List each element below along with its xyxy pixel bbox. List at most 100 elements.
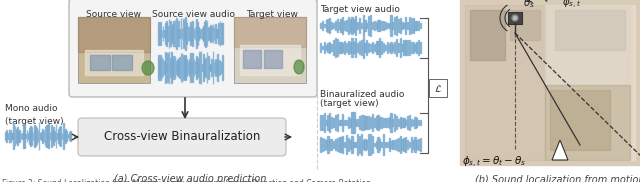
Bar [191,63,192,72]
FancyBboxPatch shape [69,0,317,97]
Bar [361,115,362,130]
Bar [264,50,282,68]
Bar [342,17,344,35]
Bar [378,20,379,31]
Bar [416,21,417,30]
Bar [385,118,386,127]
Bar [19,130,20,142]
Bar [337,114,338,131]
Bar [320,137,321,152]
Bar [184,27,185,40]
Bar [5,132,6,141]
Bar [364,116,365,129]
Bar [370,134,371,155]
Bar [398,119,399,126]
Bar [357,23,358,29]
Bar [218,23,220,44]
Bar [545,85,630,160]
Bar [405,120,406,125]
Bar [346,20,347,31]
Bar [370,44,371,51]
Bar [401,22,403,29]
Bar [405,40,406,55]
Bar [212,24,213,43]
Bar [176,18,177,49]
Bar [413,120,414,124]
Bar [349,140,351,149]
Bar [216,63,217,72]
Bar [394,140,396,149]
Bar [331,139,332,150]
Bar [337,138,338,151]
Bar [190,53,191,82]
Bar [47,125,48,147]
Bar [179,29,180,38]
Bar [361,134,362,155]
Text: Cross-view Binauralization: Cross-view Binauralization [104,130,260,143]
Bar [331,22,332,29]
Bar [203,26,204,41]
Bar [335,139,336,150]
Bar [243,50,261,68]
Bar [387,142,388,147]
Bar [240,45,300,75]
Bar [23,124,24,148]
Bar [407,116,408,129]
Bar [12,133,13,139]
Text: Target view: Target view [246,10,298,19]
Bar [204,22,205,45]
Bar [357,119,358,126]
Bar [198,27,199,40]
Bar [368,134,369,155]
Bar [161,30,163,37]
Bar [59,127,60,145]
Text: Target view audio: Target view audio [320,5,400,14]
Bar [173,56,174,79]
Bar [401,139,403,150]
Bar [333,118,334,127]
Bar [38,122,40,150]
Bar [349,42,351,53]
Bar [355,38,356,57]
Bar [209,65,210,70]
Bar [208,27,209,40]
FancyBboxPatch shape [508,12,522,24]
Bar [11,133,12,139]
Bar [340,137,342,152]
Bar [376,22,377,29]
Bar [370,117,371,128]
Bar [202,28,203,39]
Bar [186,59,188,76]
Bar [186,23,188,43]
Bar [381,117,382,128]
Bar [348,17,349,34]
Bar [322,138,323,151]
FancyBboxPatch shape [429,79,447,97]
Bar [420,138,421,151]
Bar [180,18,181,49]
Bar [24,124,25,148]
Bar [324,139,325,150]
Bar [335,38,336,57]
Text: Binauralized audio: Binauralized audio [320,90,404,99]
Bar [329,139,330,150]
Bar [355,142,356,147]
Bar [211,59,212,76]
Bar [8,129,10,143]
Bar [416,140,417,149]
Bar [193,60,195,76]
Polygon shape [552,140,568,160]
Bar [193,29,195,38]
Bar [403,23,404,28]
Bar [363,37,364,58]
Bar [465,5,545,160]
Bar [340,120,342,125]
Bar [416,118,417,127]
Bar [416,42,417,53]
Bar [403,118,404,127]
Bar [28,133,29,139]
Bar [353,19,355,32]
Bar [398,138,399,151]
Bar [320,23,321,28]
Bar [387,23,388,28]
